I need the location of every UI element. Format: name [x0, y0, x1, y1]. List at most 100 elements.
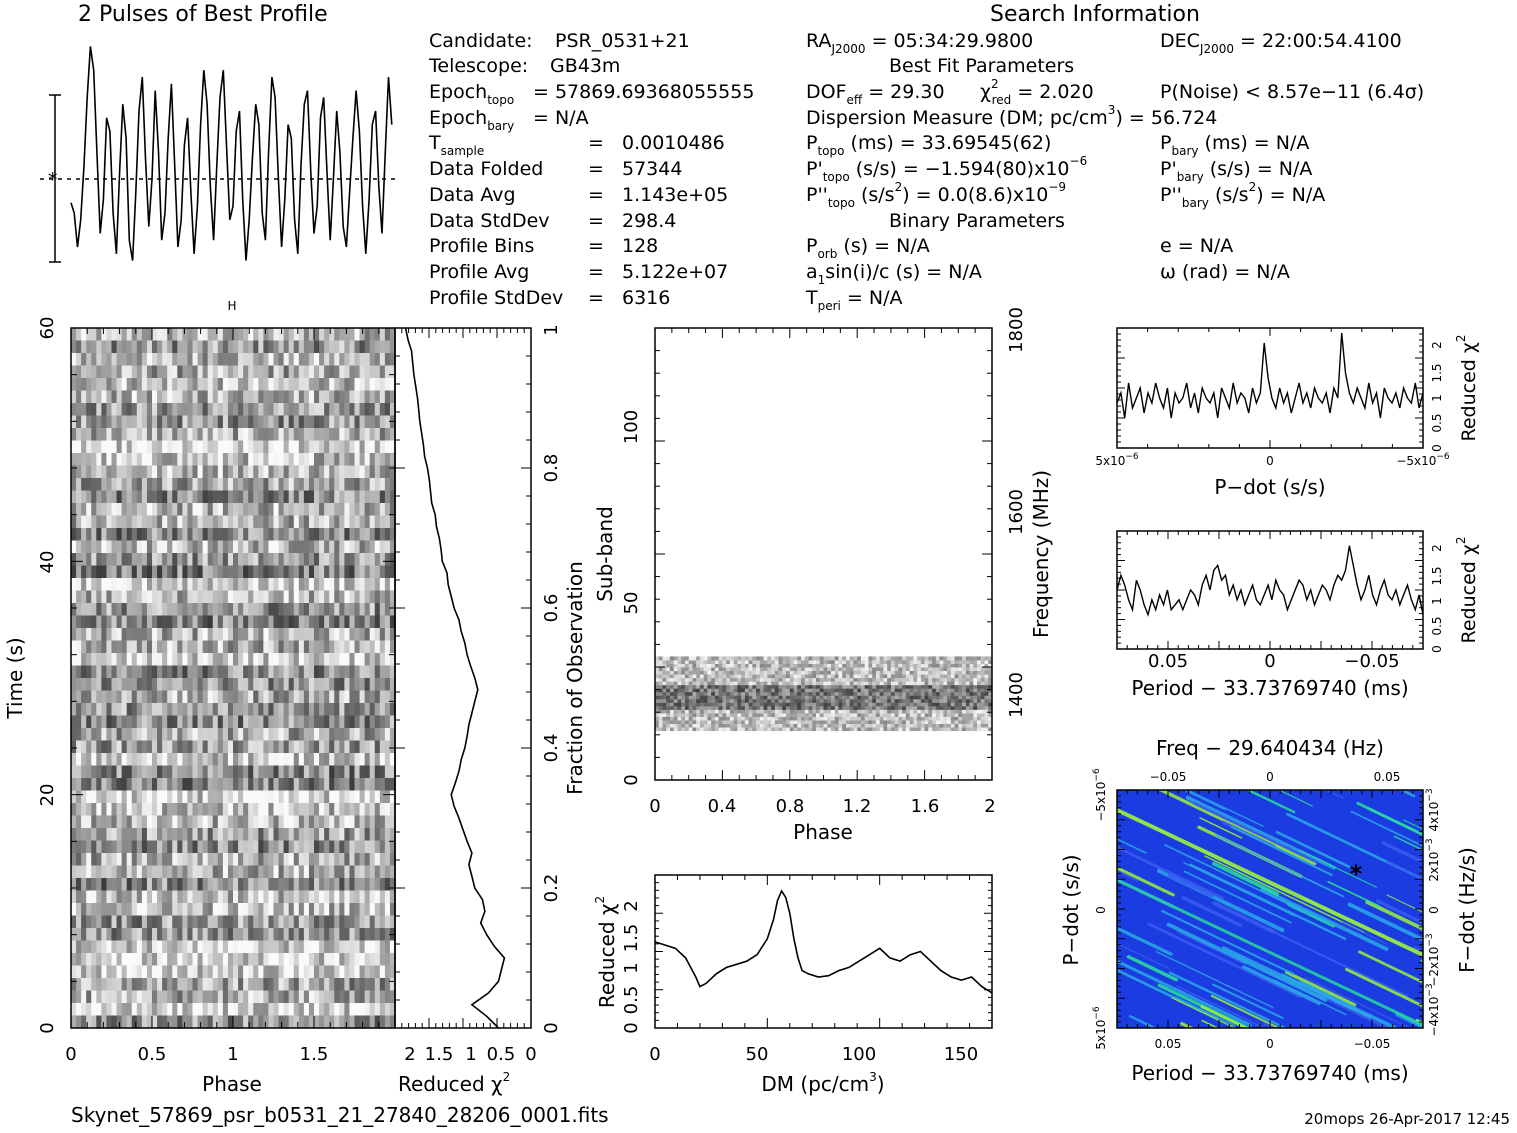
subband-cell	[729, 691, 735, 696]
data-avg-label: Data Avg	[429, 184, 516, 206]
subband-cell	[726, 712, 731, 717]
subband-cell	[778, 684, 783, 689]
time-phase-cell	[344, 540, 351, 554]
subband-cell	[954, 705, 959, 710]
time-phase-cell	[121, 690, 128, 704]
time-phase-cell	[212, 428, 219, 442]
time-phase-cell	[131, 753, 138, 767]
time-phase-cell	[182, 1015, 189, 1029]
time-phase-cell	[167, 840, 173, 854]
time-phase-cell	[374, 690, 381, 704]
time-phase-cell	[167, 703, 173, 717]
time-phase-cell	[207, 740, 214, 754]
time-phase-cell	[71, 365, 77, 379]
time-phase-cell	[374, 790, 381, 804]
time-phase-cell	[268, 353, 275, 367]
subband-cell	[782, 691, 787, 696]
time-phase-cell	[111, 803, 118, 817]
time-phase-cell	[344, 828, 351, 842]
time-phase-cell	[308, 753, 315, 767]
time-phase-cell	[329, 603, 335, 617]
time-phase-cell	[192, 465, 199, 479]
time-phase-cell	[273, 828, 280, 842]
subband-cell	[924, 716, 929, 721]
time-phase-cell	[86, 565, 92, 579]
time-phase-cell	[248, 665, 254, 679]
subband-cell	[860, 719, 866, 724]
time-phase-cell	[177, 690, 183, 704]
time-phase-cell	[379, 790, 386, 804]
time-phase-cell	[293, 353, 300, 367]
time-phase-cell	[91, 565, 97, 579]
time-phase-cell	[86, 1015, 92, 1029]
subband-cell	[860, 702, 866, 707]
time-phase-cell	[283, 865, 290, 879]
time-phase-cell	[111, 378, 118, 392]
time-phase-cell	[344, 903, 351, 917]
time-phase-cell	[192, 503, 199, 517]
time-phase-cell	[116, 990, 123, 1004]
time-phase-cell	[111, 590, 118, 604]
subband-cell	[860, 705, 866, 710]
time-phase-cell	[329, 415, 335, 429]
time-phase-cell	[111, 328, 118, 342]
time-phase-cell	[324, 778, 330, 792]
subband-cell	[786, 723, 791, 728]
time-phase-cell	[136, 690, 143, 704]
time-phase-cell	[187, 903, 194, 917]
time-phase-cell	[172, 490, 178, 504]
time-phase-cell	[379, 653, 386, 667]
subband-cell	[834, 727, 839, 732]
time-phase-cell	[278, 690, 285, 704]
time-phase-cell	[374, 903, 381, 917]
subband-cell	[872, 709, 877, 714]
time-phase-cell	[111, 540, 118, 554]
time-phase-cell	[106, 853, 113, 867]
time-phase-cell	[222, 515, 229, 529]
time-phase-cell	[339, 728, 345, 742]
time-phase-cell	[126, 403, 133, 417]
subband-cell	[842, 702, 847, 707]
subband-cell	[883, 716, 888, 721]
subband-cell	[924, 688, 929, 693]
time-phase-cell	[207, 840, 214, 854]
time-phase-cell	[298, 703, 305, 717]
time-phase-cell	[238, 653, 244, 667]
time-phase-cell	[182, 378, 189, 392]
time-phase-cell	[248, 703, 254, 717]
time-phase-cell	[96, 453, 102, 467]
time-phase-cell	[167, 403, 173, 417]
time-phase-cell	[177, 715, 183, 729]
subband-cell	[969, 695, 974, 700]
time-phase-cell	[146, 353, 153, 367]
time-phase-cell	[101, 915, 108, 929]
time-phase-cell	[354, 353, 361, 367]
time-phase-cell	[233, 890, 239, 904]
time-phase-cell	[379, 1003, 386, 1017]
tc-rtick-1: 0.2	[541, 874, 562, 903]
subband-cell	[801, 709, 806, 714]
subband-cell	[834, 705, 839, 710]
time-phase-cell	[217, 703, 224, 717]
time-phase-cell	[167, 728, 173, 742]
time-phase-cell	[278, 565, 285, 579]
time-phase-cell	[106, 428, 113, 442]
subband-cell	[920, 698, 926, 703]
time-phase-cell	[182, 340, 189, 354]
subband-cell	[909, 712, 914, 717]
subband-cell	[692, 698, 697, 703]
time-phase-cell	[389, 565, 396, 579]
time-phase-cell	[146, 540, 153, 554]
subband-cell	[954, 727, 959, 732]
time-phase-cell	[298, 1015, 305, 1029]
time-phase-cell	[227, 528, 234, 542]
time-phase-cell	[314, 390, 320, 404]
time-phase-cell	[258, 653, 264, 667]
subband-cell	[988, 723, 993, 728]
subband-cell	[718, 702, 723, 707]
time-phase-cell	[359, 590, 366, 604]
time-phase-cell	[314, 978, 320, 992]
subband-cell	[872, 723, 877, 728]
time-phase-cell	[126, 803, 133, 817]
time-phase-cell	[182, 665, 189, 679]
